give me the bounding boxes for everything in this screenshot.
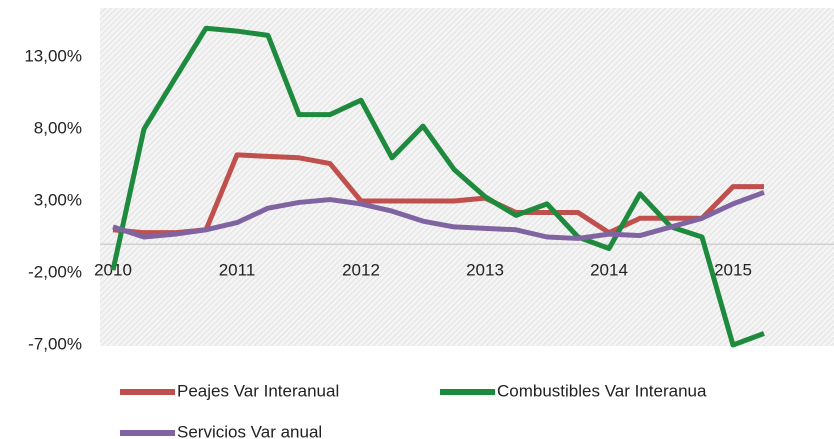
y-tick-label: -7,00% <box>28 334 82 353</box>
plot-area <box>100 8 834 346</box>
x-tick-label: 2010 <box>94 261 132 280</box>
legend-label: Servicios Var anual <box>177 422 322 439</box>
y-tick-label: 13,00% <box>24 46 82 65</box>
x-tick-label: 2013 <box>466 261 504 280</box>
x-tick-label: 2014 <box>590 261 628 280</box>
x-tick-label: 2011 <box>219 261 256 280</box>
series-line <box>110 25 765 348</box>
x-tick-label: 2015 <box>714 261 752 280</box>
y-tick-label: 3,00% <box>34 190 82 209</box>
series-line <box>112 152 764 236</box>
y-tick-label: -2,00% <box>28 262 82 281</box>
series-line <box>112 190 765 241</box>
legend-label: Peajes Var Interanual <box>177 381 339 400</box>
x-tick-label: 2012 <box>342 261 380 280</box>
legend-label: Combustibles Var Interanua <box>497 381 707 400</box>
y-tick-label: 8,00% <box>34 118 82 137</box>
